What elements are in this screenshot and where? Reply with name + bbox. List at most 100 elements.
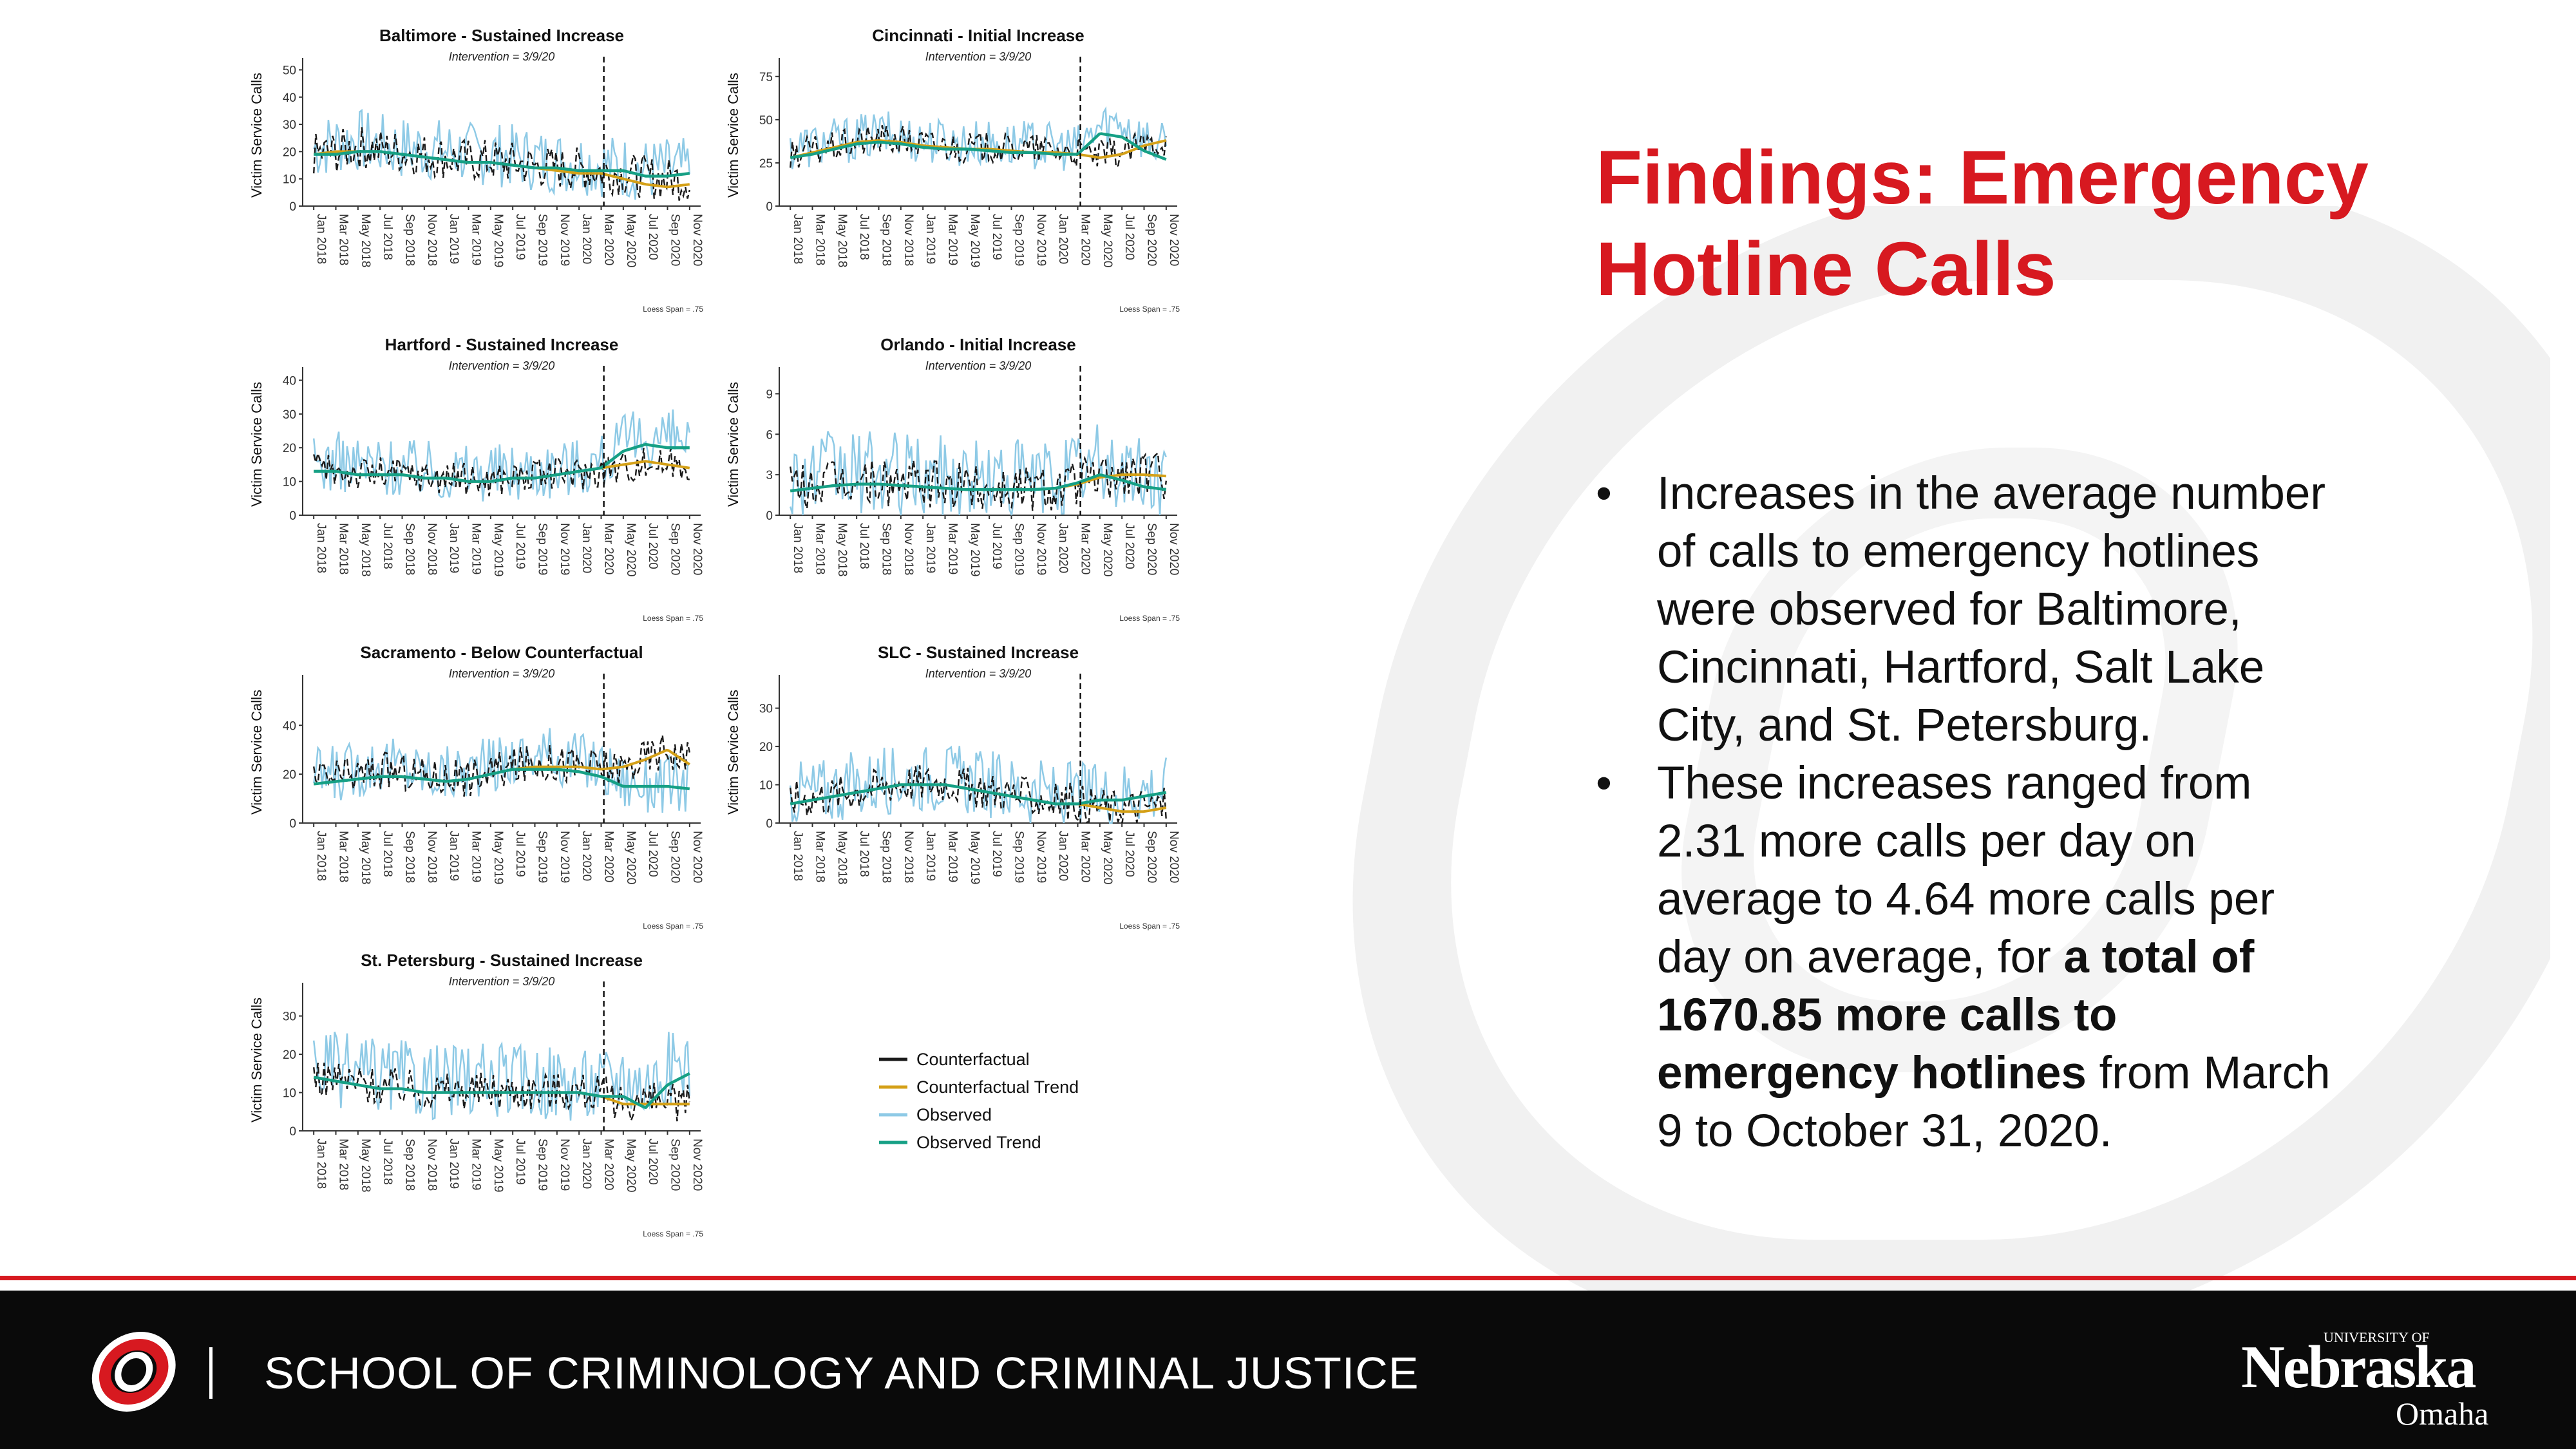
x-tick-label: Sep 2020: [668, 831, 682, 883]
series-observed: [312, 409, 691, 502]
x-tick-label: Nov 2020: [690, 523, 704, 575]
x-tick-label: May 2019: [968, 214, 981, 267]
series-observed: [789, 424, 1167, 516]
y-tick-label: 25: [759, 157, 773, 171]
x-tick-label: Sep 2020: [668, 1139, 682, 1191]
y-tick-label: 0: [289, 1125, 296, 1139]
x-tick-label: Mar 2020: [1079, 523, 1092, 574]
x-tick-label: Mar 2018: [337, 523, 350, 574]
x-tick-label: Jul 2018: [381, 1139, 394, 1185]
x-tick-label: Sep 2019: [1012, 831, 1026, 883]
finding-text: These increases ranged from 2.31 more ca…: [1657, 758, 2275, 983]
x-tick-label: May 2020: [624, 214, 638, 267]
x-tick-label: May 2018: [835, 523, 849, 576]
x-tick-label: May 2018: [359, 1139, 372, 1192]
chart-title: Orlando - Initial Increase: [880, 335, 1075, 354]
chart-panel: Baltimore - Sustained Increase Interventi…: [249, 26, 704, 314]
x-tick-label: Nov 2019: [558, 214, 571, 266]
x-tick-label: Jul 2019: [513, 1139, 527, 1185]
series-observed-trend: [790, 473, 1167, 493]
x-tick-label: Mar 2018: [813, 214, 827, 265]
y-tick-label: 0: [289, 509, 296, 523]
x-tick-label: Sep 2018: [880, 214, 893, 266]
footer-separator: [209, 1347, 213, 1399]
x-tick-label: Sep 2020: [1145, 523, 1159, 575]
x-tick-label: Jan 2019: [923, 523, 937, 573]
chart-subtitle: Intervention = 3/9/20: [449, 50, 555, 63]
x-tick-label: May 2020: [624, 1139, 638, 1192]
chart-panel: Cincinnati - Initial Increase Interventio…: [725, 26, 1180, 314]
y-tick-label: 30: [283, 1010, 296, 1024]
y-tick-label: 20: [283, 146, 296, 159]
loess-note: Loess Span = .75: [643, 1229, 703, 1238]
legend-label: Counterfactual: [916, 1050, 1030, 1069]
series-observed: [312, 1031, 691, 1121]
y-tick-label: 0: [766, 817, 773, 831]
series-observed-trend: [790, 783, 1167, 806]
x-tick-label: Jan 2018: [791, 831, 804, 881]
x-tick-label: Jul 2019: [990, 214, 1003, 260]
x-tick-label: Nov 2020: [690, 214, 704, 266]
x-tick-label: Mar 2020: [602, 831, 616, 882]
x-tick-label: Nov 2019: [558, 831, 571, 883]
y-tick-label: 75: [759, 71, 773, 84]
y-tick-label: 20: [759, 741, 773, 754]
x-tick-label: Jul 2019: [513, 523, 527, 569]
x-tick-label: Sep 2020: [668, 523, 682, 575]
y-tick-label: 0: [289, 817, 296, 831]
x-tick-label: Sep 2019: [1012, 214, 1026, 266]
x-tick-label: Jan 2019: [447, 1139, 460, 1189]
chart-title: Cincinnati - Initial Increase: [872, 26, 1084, 45]
y-tick-label: 9: [766, 388, 773, 401]
x-tick-label: Nov 2020: [690, 831, 704, 883]
x-tick-label: May 2018: [359, 523, 372, 576]
x-tick-label: Sep 2019: [536, 831, 549, 883]
chart-subtitle: Intervention = 3/9/20: [449, 667, 555, 680]
y-tick-label: 30: [283, 408, 296, 422]
x-tick-label: Sep 2019: [536, 1139, 549, 1191]
chart-subtitle: Intervention = 3/9/20: [925, 359, 1032, 372]
y-tick-label: 10: [283, 173, 296, 187]
bullet-icon: •: [1596, 758, 1612, 809]
x-tick-label: Mar 2020: [602, 214, 616, 265]
x-tick-label: Nov 2019: [1034, 523, 1048, 575]
x-tick-label: Nov 2019: [558, 523, 571, 575]
x-tick-label: Nov 2019: [1034, 214, 1048, 266]
x-tick-label: Jan 2019: [923, 214, 937, 264]
x-tick-label: Jan 2020: [580, 523, 593, 573]
series-observed: [313, 109, 691, 200]
y-axis-label: Victim Service Calls: [249, 73, 265, 198]
x-tick-label: May 2019: [968, 831, 981, 884]
bullet-icon: •: [1596, 468, 1612, 519]
x-tick-label: Nov 2020: [1167, 523, 1180, 575]
x-tick-label: May 2018: [835, 831, 849, 884]
y-tick-label: 0: [766, 200, 773, 214]
x-tick-label: Nov 2018: [425, 214, 439, 266]
series-observed: [789, 106, 1168, 171]
x-tick-label: Mar 2019: [469, 831, 483, 882]
x-tick-label: Jan 2020: [580, 214, 593, 264]
x-tick-label: Mar 2018: [337, 214, 350, 265]
logo-line-nebraska: Nebraska: [2241, 1334, 2476, 1401]
logo-line-university: UNIVERSITY OF: [2324, 1329, 2430, 1345]
series-observed-trend: [314, 150, 690, 178]
x-tick-label: Jan 2020: [580, 1139, 593, 1189]
x-tick-label: Mar 2020: [602, 523, 616, 574]
x-tick-label: Mar 2020: [602, 1139, 616, 1190]
y-tick-label: 0: [766, 509, 773, 523]
y-tick-label: 30: [759, 703, 773, 716]
x-tick-label: Mar 2019: [469, 214, 483, 265]
x-tick-label: Sep 2018: [403, 214, 417, 266]
y-tick-label: 10: [283, 476, 296, 489]
y-axis-label: Victim Service Calls: [249, 382, 265, 507]
y-tick-label: 30: [283, 118, 296, 132]
series-counterfactual: [790, 125, 1167, 169]
chart-panel: SLC - Sustained Increase Intervention = 3…: [725, 643, 1180, 931]
x-tick-label: Jul 2018: [381, 214, 394, 260]
x-tick-label: Jul 2019: [513, 831, 527, 877]
y-tick-label: 10: [283, 1087, 296, 1101]
x-tick-label: Jan 2020: [1056, 214, 1070, 264]
x-tick-label: Mar 2019: [946, 523, 960, 574]
x-tick-label: Sep 2018: [880, 831, 893, 883]
x-tick-label: Jan 2019: [923, 831, 937, 881]
